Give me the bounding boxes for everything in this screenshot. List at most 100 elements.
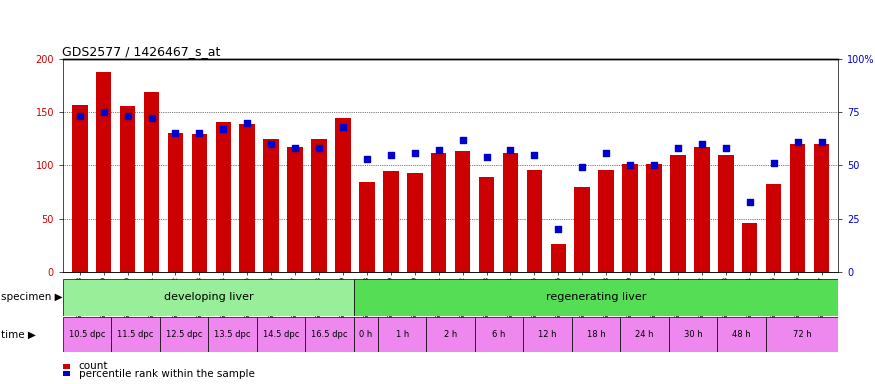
Point <box>73 113 87 119</box>
Point <box>241 120 255 126</box>
Bar <box>407 173 423 272</box>
Bar <box>598 170 614 272</box>
Text: time ▶: time ▶ <box>1 329 36 339</box>
Text: developing liver: developing liver <box>164 292 253 303</box>
Bar <box>63 317 111 352</box>
Bar <box>814 144 829 272</box>
Point <box>647 162 661 168</box>
Point <box>671 145 685 151</box>
Point <box>575 164 589 170</box>
Text: regenerating liver: regenerating liver <box>546 292 646 303</box>
Bar <box>96 71 111 272</box>
Text: 12 h: 12 h <box>538 330 556 339</box>
Text: count: count <box>79 361 108 371</box>
Text: 72 h: 72 h <box>793 330 811 339</box>
Text: 48 h: 48 h <box>732 330 751 339</box>
Bar <box>378 317 426 352</box>
Bar <box>168 133 183 272</box>
Text: 10.5 dpc: 10.5 dpc <box>69 330 105 339</box>
Point <box>96 109 110 115</box>
Point <box>216 126 230 132</box>
Bar <box>502 152 518 272</box>
Bar <box>72 104 88 272</box>
Bar <box>208 317 257 352</box>
Bar <box>263 139 279 272</box>
Bar <box>668 317 718 352</box>
Bar <box>144 92 159 272</box>
Bar <box>257 317 305 352</box>
Text: 14.5 dpc: 14.5 dpc <box>262 330 299 339</box>
Bar <box>620 317 668 352</box>
Point <box>431 147 445 154</box>
Point <box>766 160 780 166</box>
Bar <box>215 122 231 272</box>
Text: percentile rank within the sample: percentile rank within the sample <box>79 369 255 379</box>
Bar <box>287 147 303 272</box>
Bar <box>718 155 733 272</box>
Text: 18 h: 18 h <box>586 330 605 339</box>
Text: 30 h: 30 h <box>683 330 703 339</box>
Bar <box>475 317 523 352</box>
Bar <box>63 279 354 316</box>
Bar <box>354 317 378 352</box>
Bar <box>455 151 471 272</box>
Point <box>121 113 135 119</box>
Point <box>408 149 422 156</box>
Bar <box>120 106 136 272</box>
Bar <box>527 170 542 272</box>
Point <box>815 139 829 145</box>
Text: 11.5 dpc: 11.5 dpc <box>117 330 154 339</box>
Bar <box>622 164 638 272</box>
Point <box>528 152 542 158</box>
Point <box>312 145 326 151</box>
Text: 6 h: 6 h <box>493 330 506 339</box>
Text: 2 h: 2 h <box>444 330 458 339</box>
Bar <box>354 279 838 316</box>
Point <box>480 154 494 160</box>
Bar <box>359 182 374 272</box>
Bar <box>335 118 351 272</box>
Point <box>743 199 757 205</box>
Bar <box>523 317 571 352</box>
Point <box>360 156 374 162</box>
Bar <box>426 317 475 352</box>
Bar <box>550 244 566 272</box>
Text: 12.5 dpc: 12.5 dpc <box>166 330 202 339</box>
Bar <box>575 187 590 272</box>
Bar <box>571 317 620 352</box>
Point <box>695 141 709 147</box>
Bar <box>383 170 399 272</box>
Bar <box>111 317 160 352</box>
Bar <box>430 152 446 272</box>
Text: specimen ▶: specimen ▶ <box>1 292 62 303</box>
Point <box>144 115 158 121</box>
Point <box>791 139 805 145</box>
Text: 16.5 dpc: 16.5 dpc <box>312 330 347 339</box>
Bar <box>718 317 766 352</box>
Bar <box>766 317 838 352</box>
Point <box>599 149 613 156</box>
Bar <box>479 177 494 272</box>
Text: 13.5 dpc: 13.5 dpc <box>214 330 251 339</box>
Point <box>169 130 183 136</box>
Point <box>456 137 470 143</box>
Bar <box>305 317 354 352</box>
Bar <box>192 134 207 272</box>
Point <box>192 130 206 136</box>
Text: 0 h: 0 h <box>360 330 373 339</box>
Bar <box>670 155 686 272</box>
Point <box>264 141 278 147</box>
Point <box>288 145 302 151</box>
Text: GDS2577 / 1426467_s_at: GDS2577 / 1426467_s_at <box>62 45 220 58</box>
Point <box>623 162 637 168</box>
Bar <box>240 124 255 272</box>
Bar <box>694 147 710 272</box>
Text: 1 h: 1 h <box>396 330 409 339</box>
Point <box>384 152 398 158</box>
Point <box>551 226 565 232</box>
Point <box>503 147 517 154</box>
Point <box>336 124 350 130</box>
Point <box>718 145 732 151</box>
Bar <box>766 184 781 272</box>
Bar <box>160 317 208 352</box>
